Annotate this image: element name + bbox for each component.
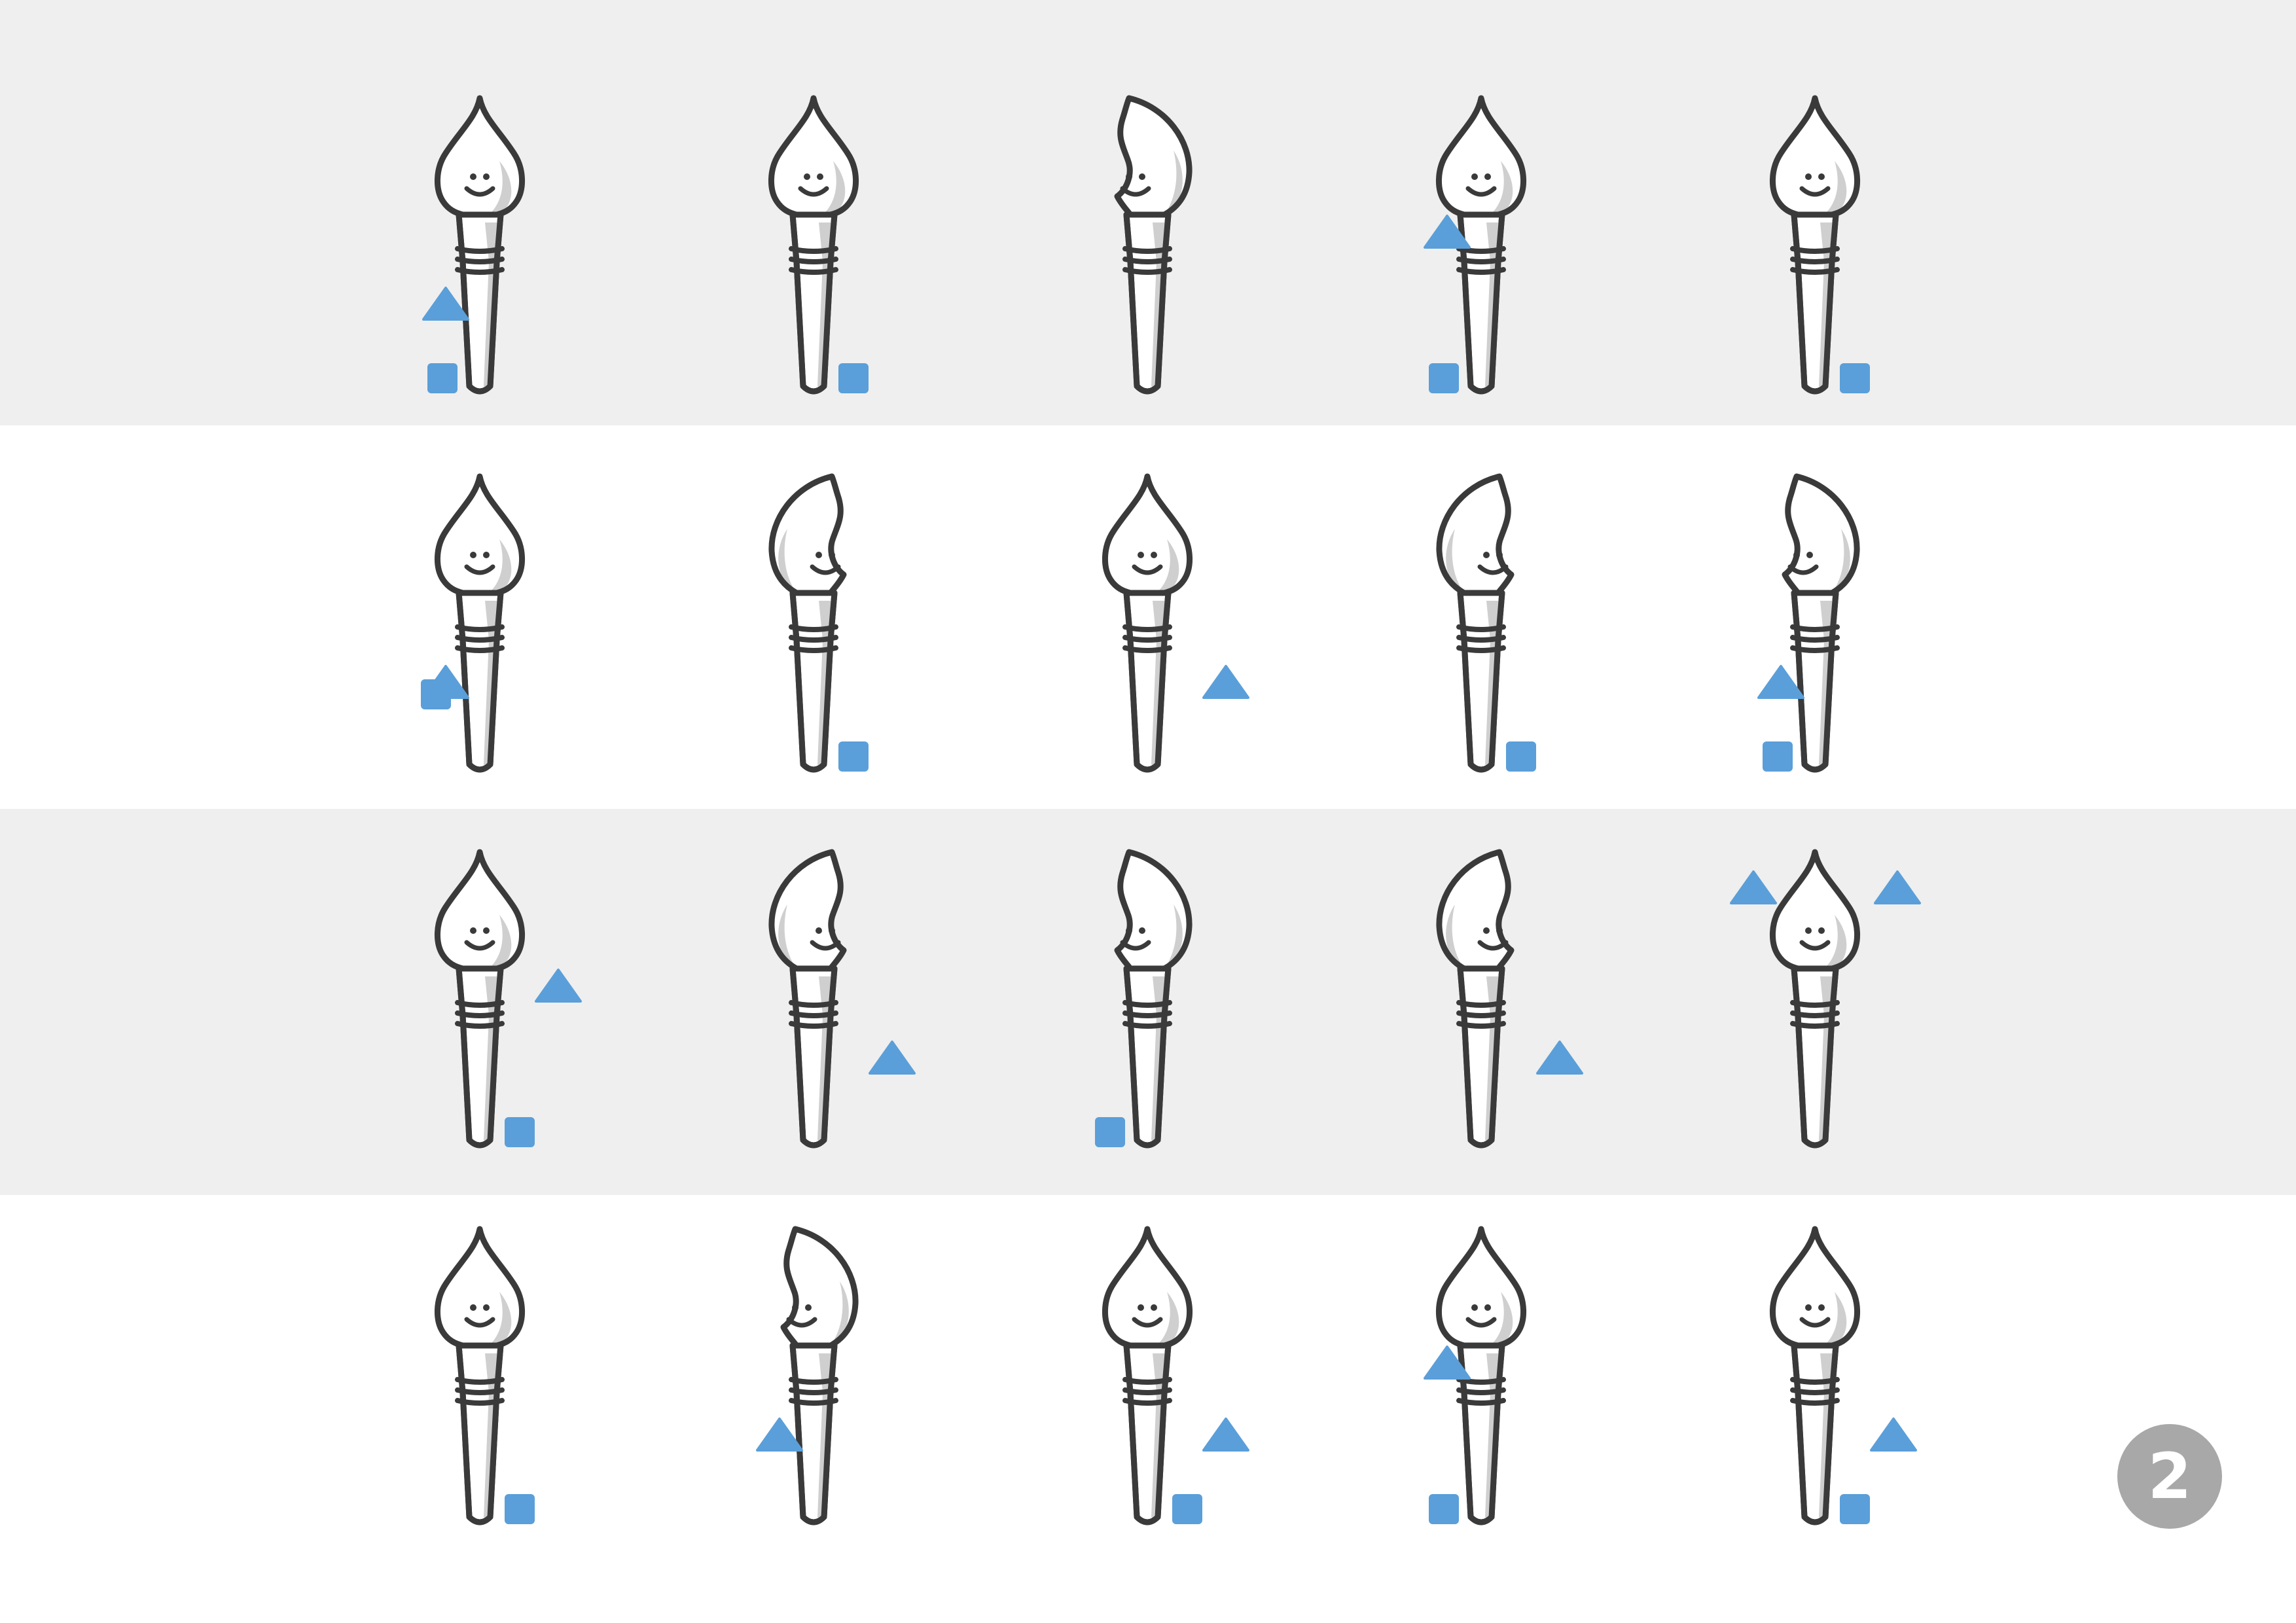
paintbrush-turn-left [1114,95,1193,395]
brush-option[interactable] [1677,849,1952,1219]
smiley-face-icon [464,927,495,951]
smiley-face-icon [1477,927,1509,951]
smiley-face-icon [798,173,829,197]
brush-option[interactable] [342,95,617,465]
brush-option[interactable] [676,849,951,1219]
paintbrush-front [1436,1226,1526,1525]
blue-square-icon [421,679,451,709]
brush-option[interactable] [676,95,951,465]
blue-square-icon [838,741,869,772]
brush-option[interactable] [1010,473,1285,843]
brush-option[interactable] [1344,473,1619,843]
paintbrush-front [768,95,859,395]
smiley-face-icon [1799,927,1831,951]
paintbrush-turn-right [1436,473,1515,773]
blue-square-icon [1172,1494,1202,1524]
paintbrush-front [1770,1226,1860,1525]
blue-triangle-icon [1424,215,1471,249]
smiley-face-icon [1132,552,1163,575]
smiley-face-icon [1799,1304,1831,1328]
brush-option[interactable] [1010,1226,1285,1596]
smiley-face-icon [810,927,841,951]
brush-option[interactable] [676,1226,951,1596]
paintbrush-front [1102,473,1193,773]
blue-triangle-icon [1730,870,1777,904]
blue-triangle-icon [422,287,469,321]
smiley-face-icon [1120,927,1151,951]
blue-square-icon [1429,363,1459,393]
brush-option[interactable] [676,473,951,843]
paintbrush-turn-left [1114,849,1193,1149]
blue-triangle-icon [869,1041,916,1075]
paintbrush-turn-right [768,473,847,773]
brush-option[interactable] [1010,95,1285,465]
blue-square-icon [505,1494,535,1524]
smiley-face-icon [1132,1304,1163,1328]
blue-square-icon [1095,1117,1125,1147]
smiley-face-icon [1465,1304,1497,1328]
paintbrush-front [1436,95,1526,395]
blue-square-icon [1840,1494,1870,1524]
paintbrush-turn-left [780,1226,859,1525]
blue-triangle-icon [1870,1418,1917,1452]
brush-option[interactable] [342,1226,617,1596]
blue-triangle-icon [1874,870,1921,904]
blue-triangle-icon [535,969,582,1003]
blue-triangle-icon [1536,1041,1583,1075]
smiley-face-icon [1477,552,1509,575]
paintbrush-front [1770,849,1860,1149]
blue-square-icon [838,363,869,393]
blue-square-icon [1506,741,1536,772]
brush-option[interactable] [1344,1226,1619,1596]
smiley-face-icon [1465,173,1497,197]
brush-option[interactable] [1677,95,1952,465]
brush-option[interactable] [1344,95,1619,465]
smiley-face-icon [786,1304,817,1328]
brush-option[interactable] [342,849,617,1219]
blue-triangle-icon [1424,1346,1471,1380]
blue-square-icon [427,363,457,393]
blue-triangle-icon [756,1418,803,1452]
smiley-face-icon [1799,173,1831,197]
paintbrush-turn-right [768,849,847,1149]
smiley-face-icon [1120,173,1151,197]
brush-option[interactable] [1010,849,1285,1219]
paintbrush-front [1770,95,1860,395]
smiley-face-icon [464,552,495,575]
paintbrush-turn-right [1436,849,1515,1149]
blue-square-icon [1840,363,1870,393]
blue-square-icon [1429,1494,1459,1524]
smiley-face-icon [464,173,495,197]
blue-triangle-icon [1757,665,1804,699]
brush-option[interactable] [1344,849,1619,1219]
smiley-face-icon [810,552,841,575]
paintbrush-turn-left [1782,473,1860,773]
paintbrush-front [435,473,525,773]
blue-square-icon [1763,741,1793,772]
paintbrush-front [1102,1226,1193,1525]
smiley-face-icon [464,1304,495,1328]
smiley-face-icon [1787,552,1819,575]
blue-triangle-icon [1202,1418,1249,1452]
blue-square-icon [505,1117,535,1147]
brush-option[interactable] [342,473,617,843]
page-number: 2 [2147,1440,2192,1513]
blue-triangle-icon [1202,665,1249,699]
brush-option[interactable] [1677,473,1952,843]
page-number-badge: 2 [2117,1424,2222,1529]
paintbrush-front [435,1226,525,1525]
paintbrush-front [435,95,525,395]
brush-option[interactable] [1677,1226,1952,1596]
paintbrush-front [435,849,525,1149]
